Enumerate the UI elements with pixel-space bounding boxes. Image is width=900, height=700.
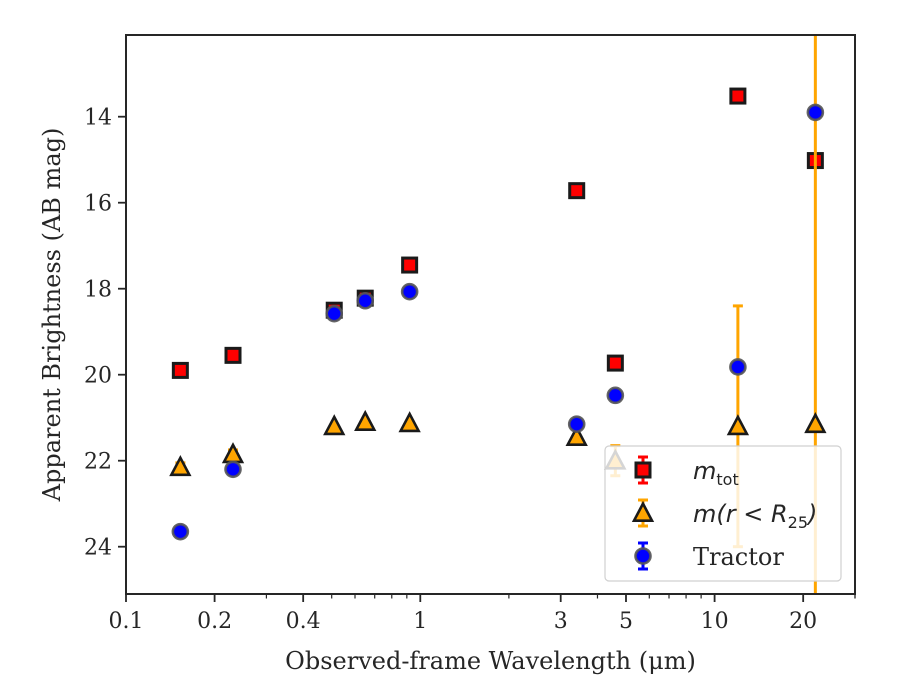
point-2-4 bbox=[400, 282, 419, 301]
y-tick-label-3: 20 bbox=[84, 364, 112, 389]
point-1-1 bbox=[221, 442, 245, 464]
legend-marker-2 bbox=[634, 547, 652, 565]
x-tick-label-1: 0.2 bbox=[197, 609, 232, 634]
x-tick-label-0: 0.1 bbox=[109, 609, 144, 634]
point-1-2 bbox=[323, 414, 346, 436]
point-1-5 bbox=[565, 424, 588, 447]
legend-label-2: Tractor bbox=[693, 543, 784, 571]
x-tick-label-5: 5 bbox=[619, 609, 633, 634]
point-1-8 bbox=[804, 412, 827, 434]
point-2-1 bbox=[224, 460, 242, 479]
x-tick-label-2: 0.4 bbox=[286, 609, 321, 634]
y-tick-label-5: 24 bbox=[84, 536, 112, 561]
legend: mtot m(r < R25) Tractor bbox=[604, 445, 842, 582]
point-2-6 bbox=[606, 386, 625, 405]
y-tick-label-0: 14 bbox=[84, 106, 112, 131]
point-0-5 bbox=[568, 182, 586, 200]
y-tick-label-2: 18 bbox=[84, 278, 112, 303]
point-2-5 bbox=[567, 415, 586, 433]
point-0-7 bbox=[729, 87, 747, 105]
point-0-4 bbox=[401, 256, 419, 274]
point-1-3 bbox=[354, 409, 377, 431]
y-tick-label-4: 22 bbox=[84, 450, 112, 475]
y-axis-ticks: 14 16 18 20 22 24 bbox=[84, 106, 126, 561]
series-2 bbox=[171, 103, 825, 541]
y-tick-label-1: 16 bbox=[84, 192, 112, 217]
x-tick-label-4: 3 bbox=[554, 609, 568, 634]
point-1-7 bbox=[726, 414, 750, 436]
x-axis-ticks: 0.1 0.2 0.4 1 3 5 10 20 bbox=[109, 594, 856, 634]
x-axis-label: Observed-frame Wavelength (μm) bbox=[285, 647, 696, 675]
legend-label-1: m(r < R25) bbox=[693, 500, 817, 532]
point-2-3 bbox=[356, 291, 375, 310]
legend-label-0: mtot bbox=[693, 457, 739, 489]
legend-marker-0 bbox=[634, 461, 652, 479]
legend-box bbox=[604, 445, 842, 582]
point-0-6 bbox=[606, 354, 624, 372]
x-tick-label-6: 10 bbox=[701, 609, 729, 634]
point-2-2 bbox=[325, 304, 344, 323]
point-1-4 bbox=[398, 411, 421, 433]
plot-frame bbox=[125, 34, 856, 595]
point-2-8 bbox=[806, 103, 825, 122]
point-0-1 bbox=[224, 346, 242, 364]
y-axis-label: Apparent Brightness (AB mag) bbox=[38, 128, 66, 503]
point-1-0 bbox=[169, 455, 192, 477]
point-2-7 bbox=[729, 358, 747, 376]
legend-marker-1 bbox=[631, 500, 655, 522]
point-0-0 bbox=[171, 361, 189, 379]
x-tick-label-7: 20 bbox=[789, 609, 817, 634]
point-2-0 bbox=[171, 522, 190, 541]
x-tick-label-3: 1 bbox=[413, 609, 427, 634]
series-0 bbox=[171, 87, 824, 379]
